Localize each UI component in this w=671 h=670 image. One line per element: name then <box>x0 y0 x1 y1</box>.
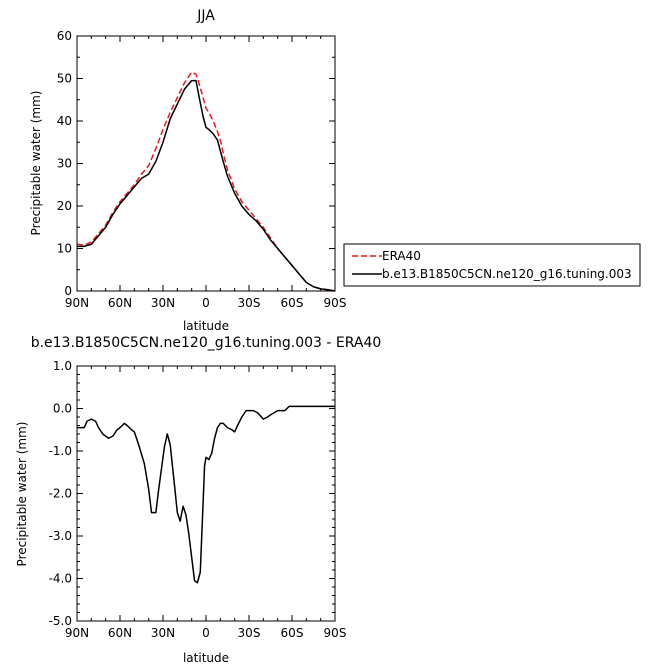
bottom-x-tick-label: 90S <box>324 626 347 640</box>
bottom-plot-frame <box>76 365 336 622</box>
bottom-y-tick-label: 1.0 <box>53 359 72 373</box>
top-y-tick-label: 50 <box>57 72 72 86</box>
legend-box <box>343 243 641 287</box>
top-series-line-1 <box>77 79 336 292</box>
top-chart-xlabel: latitude <box>183 319 229 333</box>
top-x-tick-label: 90S <box>324 296 347 310</box>
top-chart-ylabel: Precipitable water (mm) <box>29 91 43 236</box>
bottom-x-tick-label: 0 <box>202 626 210 640</box>
bottom-chart-ylabel: Precipitable water (mm) <box>15 422 29 567</box>
bottom-x-tick-label: 60S <box>281 626 304 640</box>
bottom-x-tick-label: 60N <box>108 626 132 640</box>
top-x-tick-label: 0 <box>202 296 210 310</box>
bottom-y-tick-label: -1.0 <box>49 444 72 458</box>
top-series-line-0 <box>76 71 336 292</box>
bottom-series-line-0 <box>77 405 335 584</box>
top-x-tick-label: 60N <box>108 296 132 310</box>
bottom-x-tick-label: 30S <box>238 626 261 640</box>
bottom-x-tick-label: 30N <box>151 626 175 640</box>
top-y-tick-label: 60 <box>57 29 72 43</box>
top-y-tick-label: 10 <box>57 242 72 256</box>
top-y-tick-label: 40 <box>57 114 72 128</box>
legend-label-model: b.e13.B1850C5CN.ne120_g16.tuning.003 <box>382 267 632 281</box>
legend: ERA40 b.e13.B1850C5CN.ne120_g16.tuning.0… <box>343 243 641 287</box>
bottom-y-tick-label: -4.0 <box>49 572 72 586</box>
top-y-tick-label: 20 <box>57 199 72 213</box>
bottom-y-tick-label: -3.0 <box>49 529 72 543</box>
bottom-chart-title: b.e13.B1850C5CN.ne120_g16.tuning.003 - E… <box>31 335 382 351</box>
top-x-tick-label: 60S <box>281 296 304 310</box>
top-y-tick-label: 30 <box>57 157 72 171</box>
top-chart-title: JJA <box>196 8 215 24</box>
top-y-tick-label: 0 <box>64 284 72 298</box>
top-x-tick-label: 30N <box>151 296 175 310</box>
top-plot-frame <box>76 35 336 292</box>
top-x-tick-label: 30S <box>238 296 261 310</box>
bottom-y-tick-label: -2.0 <box>49 487 72 501</box>
bottom-chart-xlabel: latitude <box>183 651 229 665</box>
top-x-tick-label: 90N <box>65 296 89 310</box>
bottom-y-tick-label: 0.0 <box>53 402 72 416</box>
bottom-y-tick-label: -5.0 <box>49 614 72 628</box>
legend-label-era40: ERA40 <box>382 249 421 263</box>
bottom-x-tick-label: 90N <box>65 626 89 640</box>
